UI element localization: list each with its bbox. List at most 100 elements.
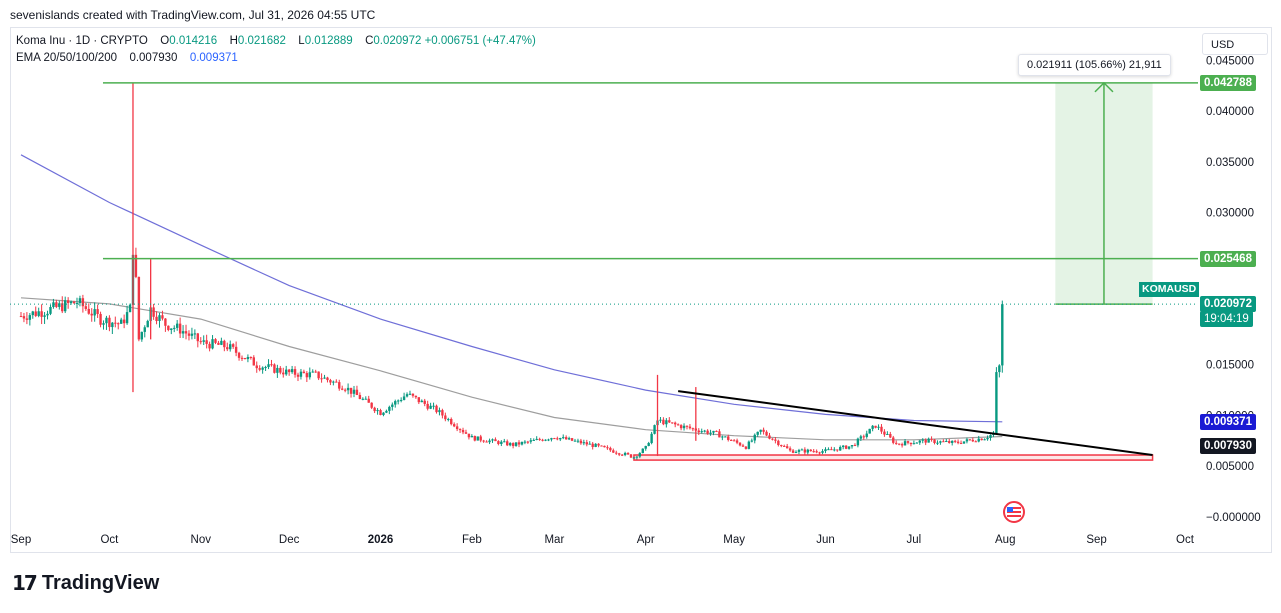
candle-body: [771, 438, 774, 440]
candle-body: [411, 393, 415, 396]
candle-body: [618, 453, 621, 455]
x-tick-label: Mar: [544, 534, 564, 546]
candle-body: [791, 450, 795, 453]
candle-body: [777, 440, 780, 446]
candle-body: [738, 442, 742, 446]
candle-body: [34, 311, 37, 316]
candle-body: [735, 440, 739, 443]
resistance-price-tag: 0.025468: [1200, 250, 1256, 267]
candle-body: [190, 333, 194, 336]
candle-body: [420, 400, 423, 403]
candle-body: [373, 407, 376, 412]
candle-body: [447, 418, 450, 420]
candle-body: [52, 302, 55, 308]
candle-body: [942, 441, 945, 443]
candle-body: [217, 342, 220, 345]
candle-body: [125, 312, 129, 324]
candle-body: [847, 446, 851, 449]
candle-body: [718, 431, 721, 438]
candle-body: [830, 449, 833, 451]
candle-body: [956, 441, 960, 443]
candle-body: [143, 327, 146, 332]
candle-body: [343, 389, 347, 391]
candle-body: [818, 452, 821, 454]
candle-body: [511, 443, 515, 446]
candle-body: [276, 367, 279, 373]
candle-body: [897, 443, 901, 445]
candle-body: [461, 429, 465, 433]
candle-body: [892, 437, 895, 443]
symbol-label[interactable]: Koma Inu · 1D · CRYPTO: [16, 35, 148, 47]
y-tick-label: 0.035000: [1206, 157, 1254, 169]
x-tick-label: Dec: [279, 534, 300, 546]
chart-attribution: sevenislands created with TradingView.co…: [10, 8, 376, 22]
bar-countdown-tag: 19:04:19: [1200, 311, 1253, 328]
candle-body: [408, 393, 412, 395]
candle-body: [620, 454, 624, 456]
candle-body: [226, 347, 229, 350]
candle-body: [229, 344, 232, 350]
candle-body: [965, 439, 969, 442]
us-flag-event-icon[interactable]: [1001, 501, 1027, 523]
candle-body: [140, 331, 144, 340]
close-value: 0.020972: [373, 35, 422, 47]
last-price-tag: 0.020972: [1200, 296, 1256, 313]
candle-body: [880, 426, 883, 432]
candle-body: [812, 451, 815, 453]
candle-body: [417, 397, 421, 403]
candle-body: [980, 438, 983, 441]
candle-body: [152, 307, 155, 317]
ema-100-line: [20, 297, 1003, 441]
candle-body: [623, 452, 627, 456]
candle-body: [567, 438, 571, 440]
candle-body: [370, 402, 373, 408]
candle-body: [299, 371, 303, 377]
candle-body: [765, 431, 768, 436]
candle-body: [756, 431, 759, 435]
candle-body: [868, 428, 871, 434]
candle-body: [865, 433, 868, 437]
candle-body: [591, 443, 594, 447]
candle-body: [948, 441, 951, 443]
candle-body: [836, 449, 839, 451]
candle-body: [824, 449, 827, 452]
candle-body: [497, 441, 500, 444]
candle-body: [352, 389, 356, 394]
candle-body: [264, 367, 267, 369]
candle-body: [668, 420, 671, 423]
candle-body: [962, 441, 966, 444]
candle-body: [841, 445, 845, 448]
candle-body: [296, 374, 300, 377]
ema-blue-price-tag: 0.009371: [1200, 413, 1256, 430]
candle-body: [220, 340, 223, 345]
x-axis[interactable]: Sep Oct Nov Dec 2026 Feb Mar Apr May Jun Jul Aug Sep…: [11, 534, 1195, 546]
candle-body: [971, 439, 975, 442]
candle-body: [632, 457, 636, 459]
ema-legend[interactable]: EMA 20/50/100/200 0.007930 0.009371: [16, 52, 238, 64]
candle-body: [895, 442, 898, 444]
candle-body: [579, 440, 583, 444]
candle-body: [862, 436, 865, 438]
candle-body: [178, 323, 182, 334]
candle-body: [514, 442, 518, 446]
candle-body: [184, 331, 188, 334]
candle-body: [697, 430, 700, 433]
candle-body: [258, 368, 261, 370]
y-tick-label: 0.045000: [1206, 55, 1254, 67]
y-tick-label: 0.040000: [1206, 106, 1254, 118]
open-value: 0.014216: [169, 35, 218, 47]
candle-body: [320, 378, 323, 380]
candle-body: [953, 440, 957, 442]
x-tick-label: Aug: [995, 534, 1015, 546]
x-tick-label: Apr: [637, 534, 655, 546]
candle-body: [556, 438, 559, 440]
candle-body: [856, 438, 860, 446]
tradingview-logo[interactable]: 17 TradingView: [12, 571, 159, 595]
candle-body: [28, 315, 32, 320]
candle-body: [800, 449, 804, 451]
candle-body: [181, 331, 185, 334]
candle-body: [46, 313, 49, 316]
currency-selector[interactable]: USD: [1202, 33, 1268, 55]
candle-body: [293, 369, 297, 375]
